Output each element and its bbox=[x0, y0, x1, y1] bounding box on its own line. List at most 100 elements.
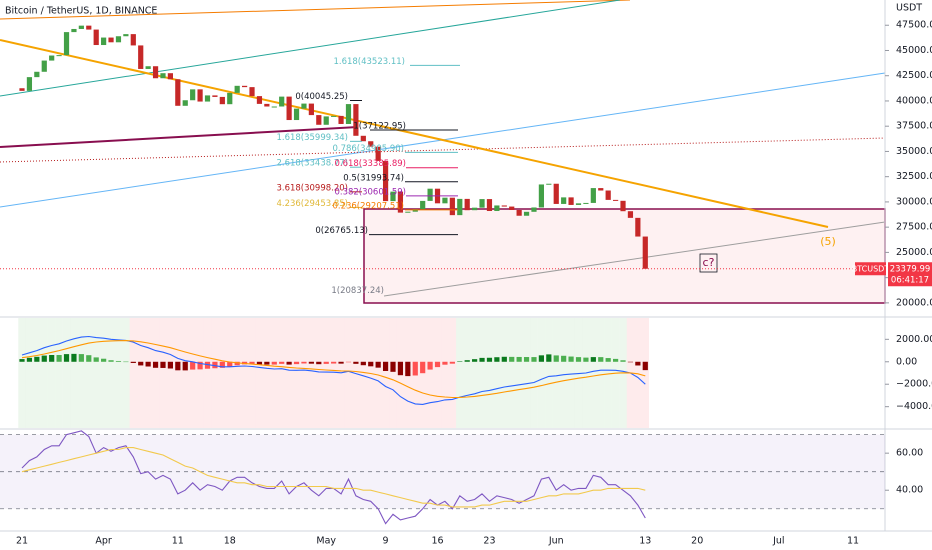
macd-shade bbox=[574, 318, 583, 428]
candle bbox=[234, 85, 240, 93]
candle bbox=[501, 205, 507, 207]
histogram-bar bbox=[635, 361, 641, 366]
candle bbox=[486, 199, 493, 212]
x-tick-label: 18 bbox=[224, 536, 236, 547]
candle bbox=[464, 198, 470, 211]
macd-shade bbox=[62, 318, 71, 428]
macd-shade bbox=[448, 318, 457, 428]
histogram-bar bbox=[331, 361, 337, 364]
histogram-bar bbox=[197, 361, 203, 370]
macd-shade bbox=[641, 318, 649, 428]
candle bbox=[101, 37, 107, 46]
candle bbox=[26, 77, 33, 91]
candle bbox=[301, 103, 307, 109]
candle bbox=[78, 25, 84, 29]
candle bbox=[494, 205, 500, 212]
macd-shade bbox=[248, 318, 256, 428]
macd-shade bbox=[55, 318, 63, 428]
macd-shade bbox=[240, 318, 249, 428]
histogram-bar bbox=[605, 358, 611, 362]
macd-shade bbox=[300, 318, 308, 428]
histogram-bar bbox=[620, 360, 626, 362]
candle bbox=[368, 141, 374, 147]
macd-shade bbox=[597, 318, 605, 428]
macd-shade bbox=[196, 318, 204, 428]
macd-shade bbox=[478, 318, 486, 428]
macd-shade bbox=[270, 318, 278, 428]
histogram-bar bbox=[523, 357, 530, 362]
fib-label: 0(26765.13) bbox=[315, 226, 368, 236]
histogram-bar bbox=[49, 355, 55, 362]
macd-shade bbox=[485, 318, 494, 428]
x-tick-label: Apr bbox=[95, 536, 112, 547]
histogram-bar bbox=[63, 354, 70, 362]
candle bbox=[56, 55, 62, 57]
histogram-bar bbox=[71, 353, 77, 362]
candle bbox=[479, 199, 485, 208]
histogram-bar bbox=[353, 361, 359, 364]
y-tick-label: 30000.00 bbox=[896, 196, 932, 207]
y-tick-label: 32500.00 bbox=[896, 171, 932, 182]
candle bbox=[353, 104, 359, 136]
candle bbox=[293, 108, 300, 121]
histogram-bar bbox=[338, 361, 344, 364]
histogram-bar bbox=[115, 360, 122, 362]
y-tick-label: 2000.00 bbox=[896, 334, 932, 345]
histogram-bar bbox=[279, 361, 285, 364]
histogram-bar bbox=[613, 358, 619, 362]
histogram-bar bbox=[538, 355, 544, 362]
macd-shade bbox=[203, 318, 212, 428]
macd-shade bbox=[352, 318, 360, 428]
candle bbox=[405, 211, 411, 213]
macd-shade bbox=[218, 318, 227, 428]
candle bbox=[167, 73, 173, 80]
macd-shade bbox=[463, 318, 471, 428]
histogram-bar bbox=[249, 361, 255, 365]
symbol-tag bbox=[855, 262, 886, 276]
candle bbox=[375, 146, 381, 161]
histogram-bar bbox=[256, 361, 263, 365]
candle bbox=[590, 188, 596, 203]
macd-shade bbox=[233, 318, 241, 428]
candle bbox=[108, 37, 114, 43]
macd-shade bbox=[433, 318, 442, 428]
macd-shade bbox=[552, 318, 560, 428]
macd-shade bbox=[211, 318, 219, 428]
macd-shade bbox=[151, 318, 160, 428]
wave-label: c? bbox=[703, 256, 715, 269]
histogram-bar bbox=[138, 361, 144, 366]
histogram-bar bbox=[286, 361, 292, 365]
macd-shade bbox=[129, 318, 138, 428]
candle bbox=[249, 87, 255, 97]
macd-shade bbox=[137, 318, 145, 428]
macd-shade bbox=[85, 318, 93, 428]
histogram-bar bbox=[78, 354, 84, 362]
trendline bbox=[0, 0, 631, 20]
macd-shade bbox=[315, 318, 323, 428]
candle bbox=[323, 116, 329, 125]
histogram-bar bbox=[152, 361, 159, 368]
candle bbox=[397, 191, 404, 213]
macd-shade bbox=[456, 318, 464, 428]
candle bbox=[561, 197, 567, 204]
macd-shade bbox=[307, 318, 316, 428]
candle bbox=[182, 100, 188, 106]
macd-shade bbox=[589, 318, 598, 428]
candle bbox=[219, 96, 225, 105]
fib-label: 1.618(35999.34) bbox=[276, 133, 348, 143]
macd-shade bbox=[634, 318, 642, 428]
trendline bbox=[0, 0, 621, 97]
candle bbox=[271, 106, 277, 108]
x-tick-label: 11 bbox=[172, 536, 184, 547]
histogram-bar bbox=[464, 360, 470, 362]
macd-shade bbox=[344, 318, 353, 428]
candle bbox=[613, 199, 619, 201]
candle bbox=[598, 188, 604, 191]
candle bbox=[338, 115, 344, 124]
y-tick-label: 47500.00 bbox=[896, 20, 932, 31]
y-tick-label: 0.00 bbox=[896, 356, 917, 367]
candle bbox=[197, 89, 203, 102]
macd-shade bbox=[40, 318, 48, 428]
fib-label: 0.5(31993.74) bbox=[343, 173, 404, 183]
candle bbox=[63, 32, 70, 56]
